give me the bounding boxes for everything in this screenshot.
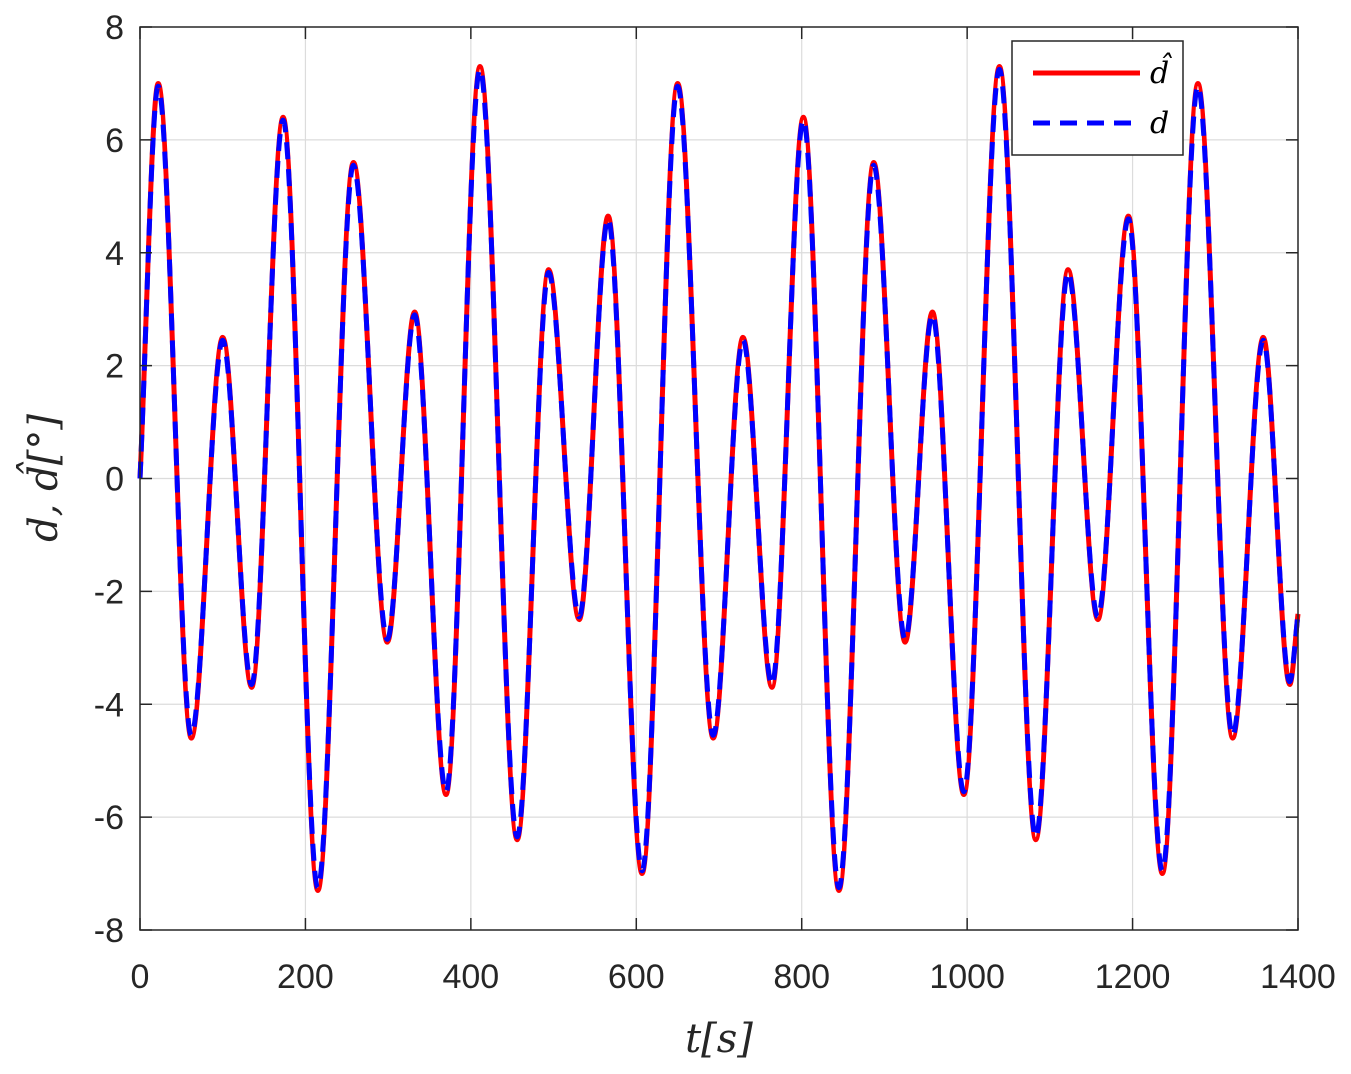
y-tick-label: 0 xyxy=(105,461,124,499)
y-tick-label: 4 xyxy=(105,235,124,273)
legend: d̂ d xyxy=(1011,40,1184,156)
legend-box xyxy=(1011,40,1184,156)
tick-labels: 0 200 400 600 800 1000 1200 1400 -8 -6 -4 -2 0 2 4 6 8 xyxy=(94,9,1336,996)
x-axis-label: t[s] xyxy=(685,1016,753,1062)
ticks xyxy=(139,26,1299,931)
x-tick-label: 400 xyxy=(442,958,499,996)
y-tick-label: -6 xyxy=(94,799,124,837)
y-tick-label: -2 xyxy=(94,573,124,611)
x-tick-label: 800 xyxy=(773,958,830,996)
legend-label-estimate: d̂ xyxy=(1150,52,1172,91)
x-tick-label: 200 xyxy=(277,958,334,996)
y-tick-label: -8 xyxy=(94,912,124,950)
x-tick-label: 1400 xyxy=(1260,958,1336,996)
x-tick-label: 600 xyxy=(608,958,665,996)
x-tick-label: 0 xyxy=(131,958,150,996)
series-line-actual xyxy=(137,66,1301,891)
x-tick-label: 1200 xyxy=(1095,958,1171,996)
y-tick-label: -4 xyxy=(94,686,124,724)
x-tick-label: 1000 xyxy=(929,958,1005,996)
y-tick-label: 8 xyxy=(105,9,124,47)
y-tick-label: 2 xyxy=(105,348,124,386)
y-tick-label: 6 xyxy=(105,122,124,160)
y-axis-label: d, d̂[°] xyxy=(17,414,67,542)
plot-lines xyxy=(137,64,1301,893)
legend-label-actual: d xyxy=(1150,106,1169,141)
